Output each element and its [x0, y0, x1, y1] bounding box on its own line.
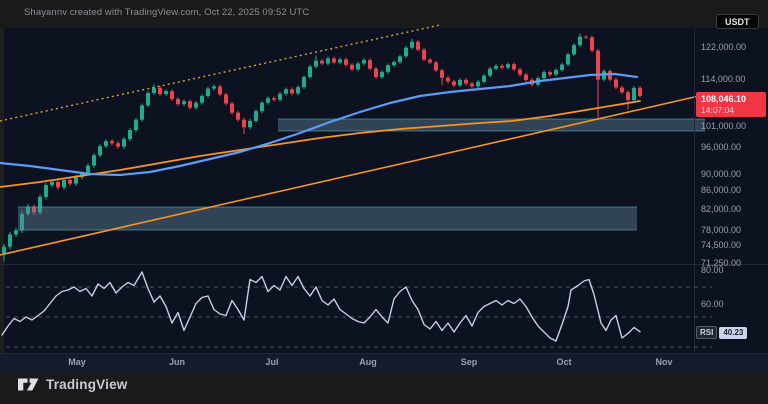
time-tick-label: Nov: [655, 357, 673, 367]
time-tick-label: May: [68, 357, 86, 367]
time-tick-label: Jul: [265, 357, 279, 367]
price-scale[interactable]: 122,000.00 114,000.00 101,000.00 96,000.00 9…: [695, 28, 768, 353]
time-tick-label: Jun: [168, 357, 185, 367]
price-tick-label: 86,000.00: [701, 185, 742, 195]
time-scale[interactable]: May Jun Jul Aug Sep Oct Nov: [0, 353, 768, 373]
price-tick-label: 90,000.00: [701, 169, 742, 179]
last-price-countdown: 14:07:04: [701, 105, 735, 115]
attribution-text: Shayannv created with TradingView.com, O…: [24, 7, 310, 18]
left-border: [0, 28, 4, 372]
rsi-indicator-badge: RSI 40.23: [696, 326, 748, 339]
price-tick-label: 122,000.00: [701, 42, 747, 52]
price-tick-label: 82,000.00: [701, 204, 742, 214]
time-tick-label: Sep: [460, 357, 478, 367]
currency-toggle-button[interactable]: USDT: [716, 14, 759, 29]
last-price-value: 108,046.10: [701, 94, 747, 104]
price-tick-label: 74,500.00: [701, 240, 742, 250]
price-tick-label: 60.00: [701, 299, 724, 309]
price-tick-label: 71,250.00: [701, 258, 742, 268]
tradingview-logo-icon: [18, 378, 39, 391]
tradingview-logo[interactable]: TradingView: [18, 377, 127, 392]
time-tick-label: Aug: [359, 357, 377, 367]
price-tick-label: 78,000.00: [701, 225, 742, 235]
price-tick-label: 101,000.00: [701, 121, 747, 131]
price-tick-label: 96,000.00: [701, 142, 742, 152]
rsi-value: 40.23: [719, 326, 748, 339]
bottom-bar: [0, 372, 768, 404]
top-bar: [0, 0, 768, 28]
last-price-label: 108,046.10 14:07:04: [696, 92, 766, 117]
tradingview-logo-text: TradingView: [46, 377, 128, 392]
price-tick-label: 114,000.00: [701, 74, 746, 84]
price-tick-label: 80.00: [701, 265, 724, 275]
time-tick-label: Oct: [556, 357, 572, 367]
rsi-label: RSI: [696, 326, 718, 339]
